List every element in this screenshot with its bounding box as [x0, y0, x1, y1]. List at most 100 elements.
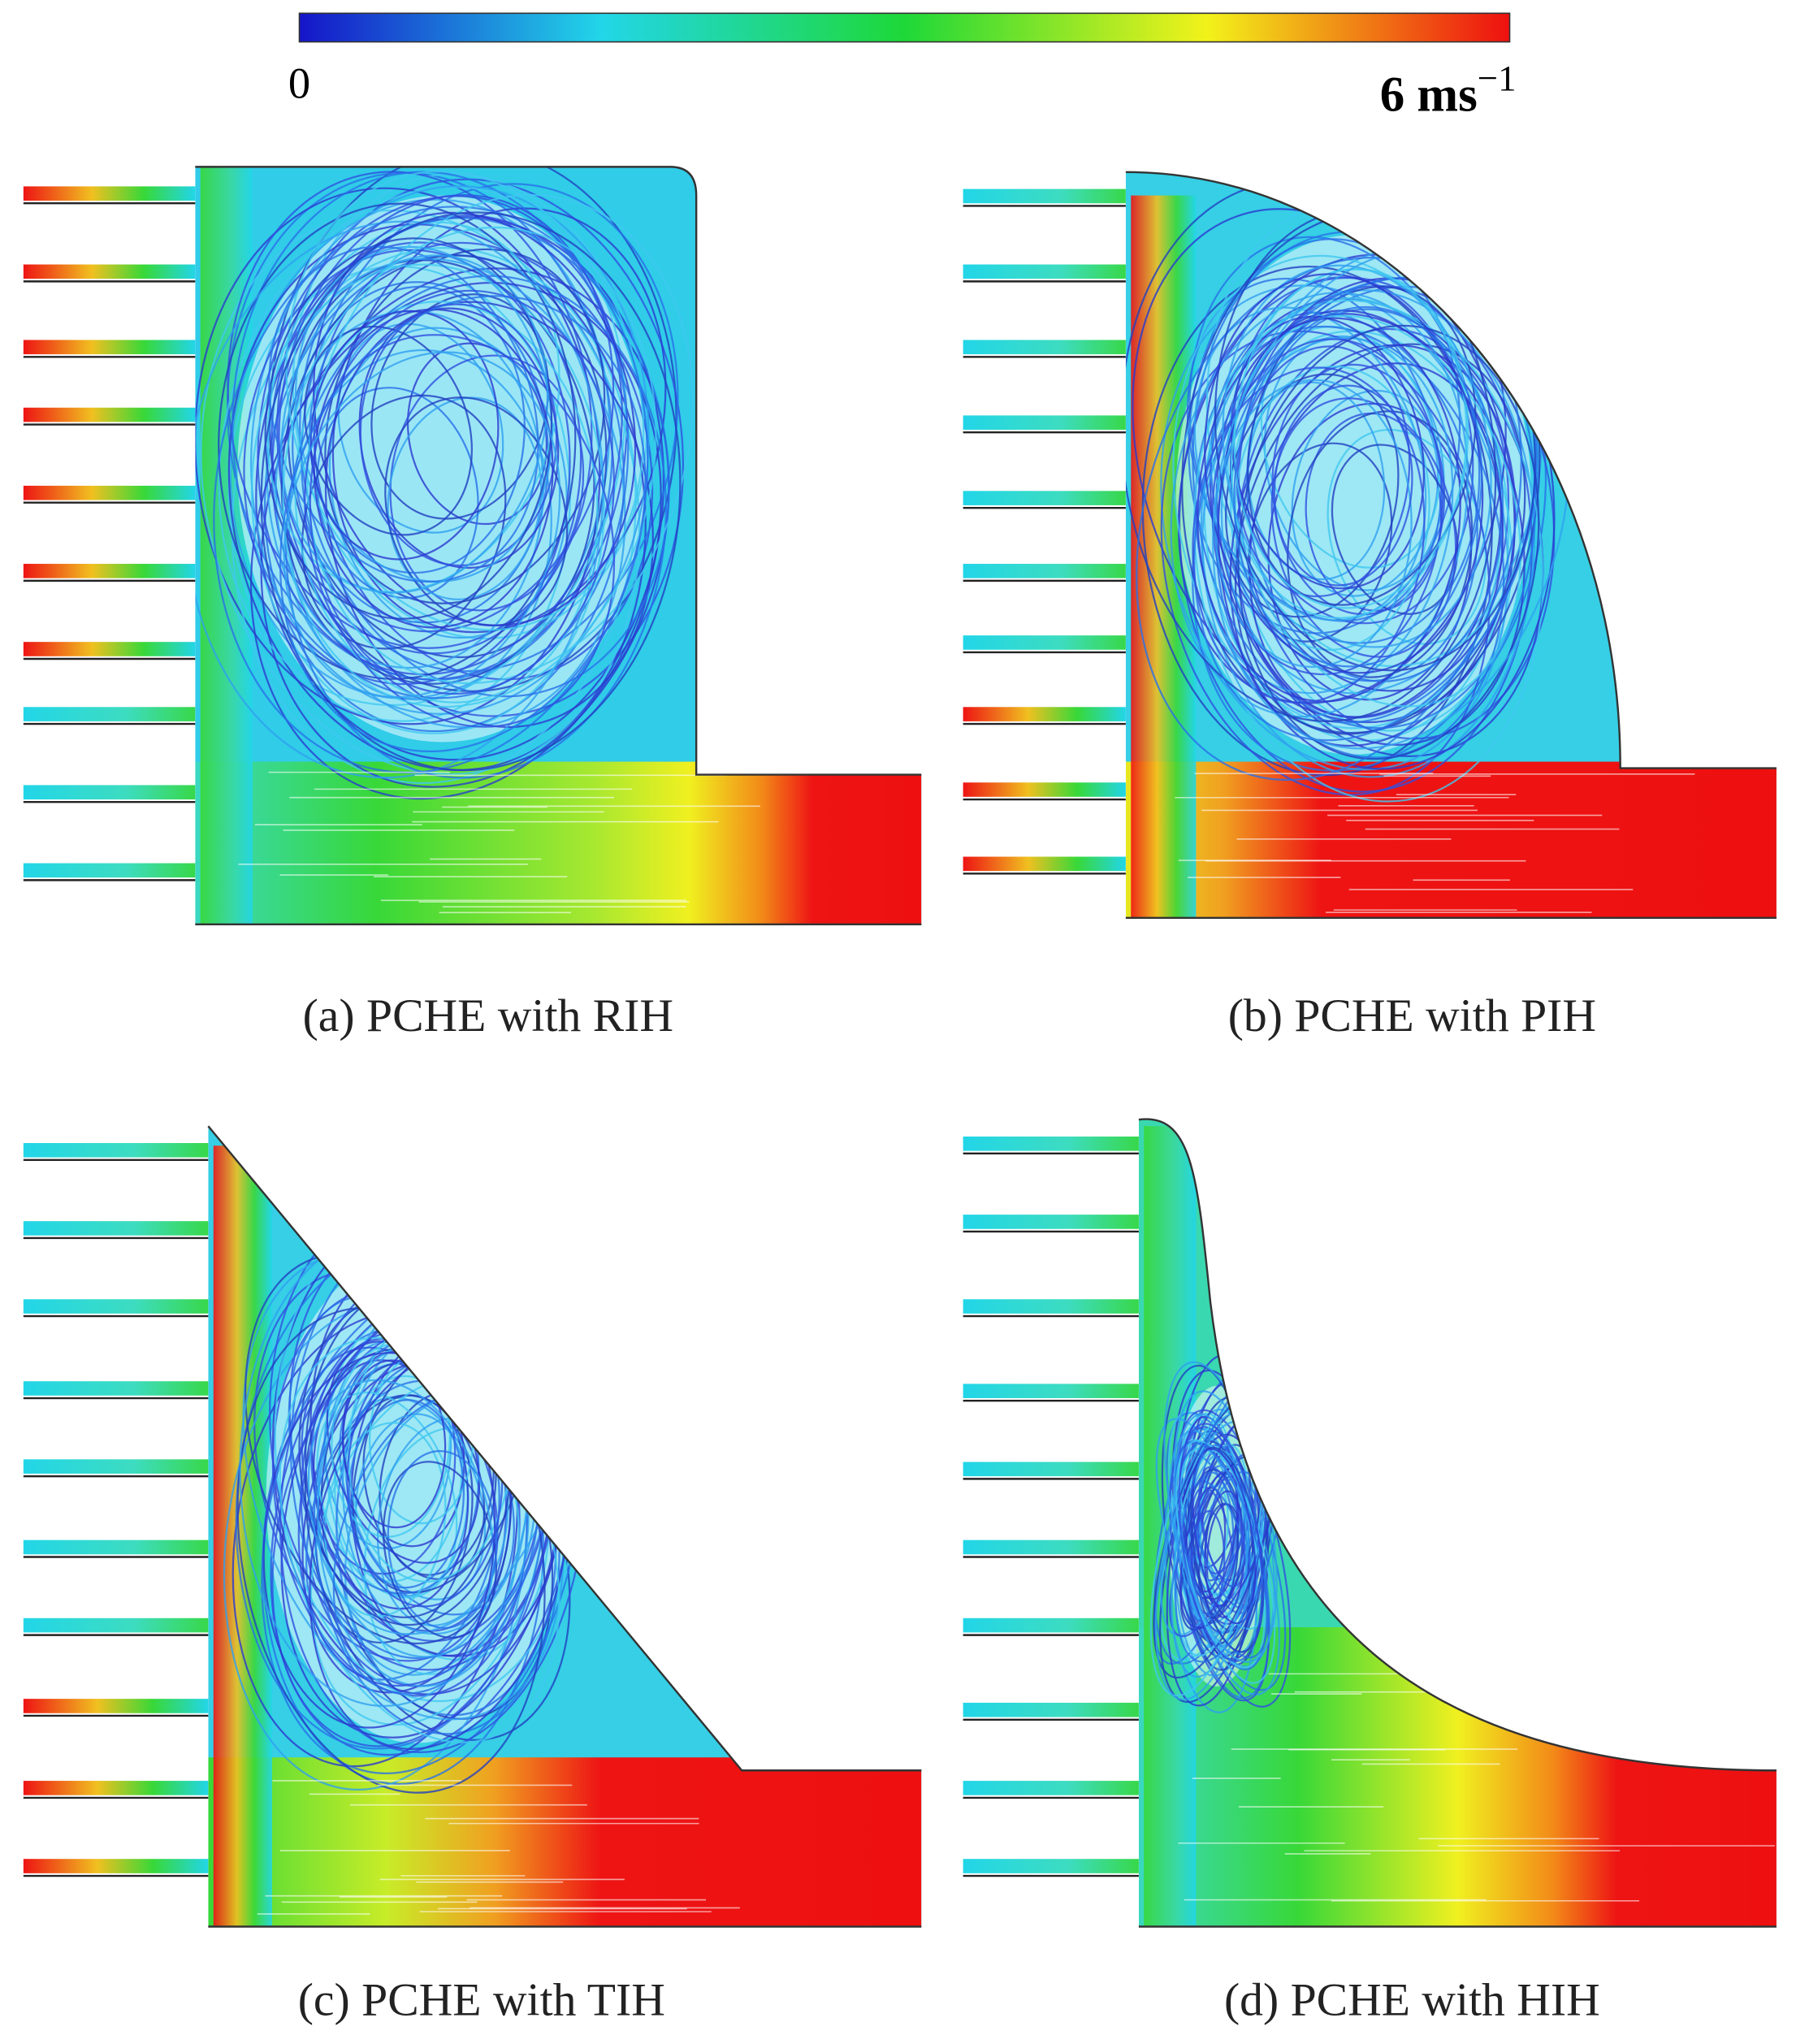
- streamline: [227, 265, 571, 722]
- streamline: [1236, 345, 1411, 598]
- streamline: [1204, 273, 1484, 674]
- channel: [963, 1781, 1139, 1795]
- channel: [23, 407, 196, 422]
- streamline: [328, 327, 568, 639]
- streamline: [280, 254, 549, 594]
- streamline: [227, 171, 613, 681]
- streamline: [278, 193, 615, 633]
- streamline: [389, 354, 585, 612]
- streamline: [1260, 325, 1441, 569]
- streamline: [304, 334, 616, 728]
- streamline: [1160, 330, 1491, 796]
- streamline: [309, 285, 526, 574]
- channel: [23, 1781, 209, 1795]
- channel: [23, 785, 196, 800]
- channel: [963, 188, 1126, 204]
- caption: (a) PCHE with RIH: [303, 990, 673, 1041]
- streamline: [1192, 366, 1426, 704]
- channel: [963, 1539, 1139, 1555]
- domain-outline: [195, 166, 922, 926]
- streamline: [1233, 305, 1483, 668]
- channel: [23, 1143, 209, 1158]
- channel: [23, 1539, 209, 1555]
- channel: [23, 707, 196, 721]
- streamline: [1170, 292, 1469, 718]
- streamline: [348, 1399, 465, 1589]
- colorbar-max-base: 6 ms: [1380, 67, 1478, 122]
- channel: [963, 340, 1126, 355]
- streamline: [1211, 338, 1443, 676]
- streamline: [309, 289, 615, 695]
- channel: [963, 856, 1126, 872]
- channel: [963, 707, 1126, 721]
- streamline: [1198, 1466, 1246, 1587]
- streamline: [1180, 1426, 1251, 1625]
- channel: [963, 415, 1126, 431]
- streamline: [1222, 264, 1492, 648]
- streamline: [387, 1450, 498, 1630]
- colorbar: [298, 12, 1511, 43]
- streamline: [1233, 268, 1468, 609]
- channel: [23, 1299, 209, 1314]
- streamline: [1247, 285, 1477, 606]
- streamline: [1245, 308, 1504, 682]
- streamline: [1237, 324, 1540, 760]
- streamline: [1190, 1487, 1227, 1593]
- channel: [963, 1859, 1139, 1873]
- channel: [23, 485, 196, 500]
- streamline: [300, 183, 679, 673]
- domain-outline: [1138, 1118, 1777, 1928]
- streamline: [1193, 306, 1427, 621]
- streamline: [1204, 1490, 1244, 1607]
- streamline: [1178, 1423, 1263, 1662]
- streamline: [292, 281, 550, 624]
- channel: [23, 340, 196, 355]
- streamline: [324, 1422, 447, 1617]
- streamline: [1214, 379, 1413, 669]
- channel: [23, 564, 196, 578]
- channel: [23, 1859, 209, 1873]
- streamline: [1192, 1448, 1257, 1625]
- outlet-flow: [1125, 761, 1777, 918]
- streamline: [227, 223, 647, 771]
- streamline: [195, 187, 601, 725]
- streamline: [279, 295, 647, 752]
- streamline: [1237, 284, 1556, 740]
- domain-outline: [1125, 171, 1777, 920]
- caption: (b) PCHE with PIH: [1228, 990, 1596, 1041]
- streamline: [288, 349, 552, 701]
- channel: [23, 1617, 209, 1633]
- streamline: [260, 267, 670, 788]
- channel: [963, 1136, 1139, 1151]
- streamline: [304, 325, 473, 536]
- streamline: [1273, 384, 1413, 587]
- streamline: [342, 1359, 447, 1529]
- channel: [963, 1702, 1139, 1717]
- streamline: [218, 202, 577, 680]
- channel: [963, 564, 1126, 578]
- channel: [963, 491, 1126, 505]
- caption: (c) PCHE with TIH: [298, 1974, 665, 2025]
- wall-jet: [200, 167, 253, 925]
- streamline: [283, 351, 561, 699]
- channel: [23, 1459, 209, 1474]
- streamline: [285, 170, 645, 631]
- streamline: [1190, 1509, 1226, 1615]
- streamline: [359, 303, 558, 567]
- caption: (d) PCHE with HIH: [1224, 1974, 1600, 2025]
- streamline: [1141, 266, 1493, 777]
- channel: [23, 264, 196, 279]
- channel: [963, 1215, 1139, 1229]
- channel: [963, 635, 1126, 650]
- streamline: [1197, 1471, 1235, 1580]
- channel: [23, 186, 196, 201]
- streamline: [1234, 366, 1430, 652]
- channel: [23, 642, 196, 656]
- channel: [963, 1617, 1139, 1633]
- colorbar-max-label: 6 ms−1: [1380, 58, 1517, 123]
- streamline: [218, 186, 626, 706]
- channel: [963, 264, 1126, 279]
- outlet-flow: [208, 1757, 922, 1927]
- channel: [963, 1299, 1139, 1314]
